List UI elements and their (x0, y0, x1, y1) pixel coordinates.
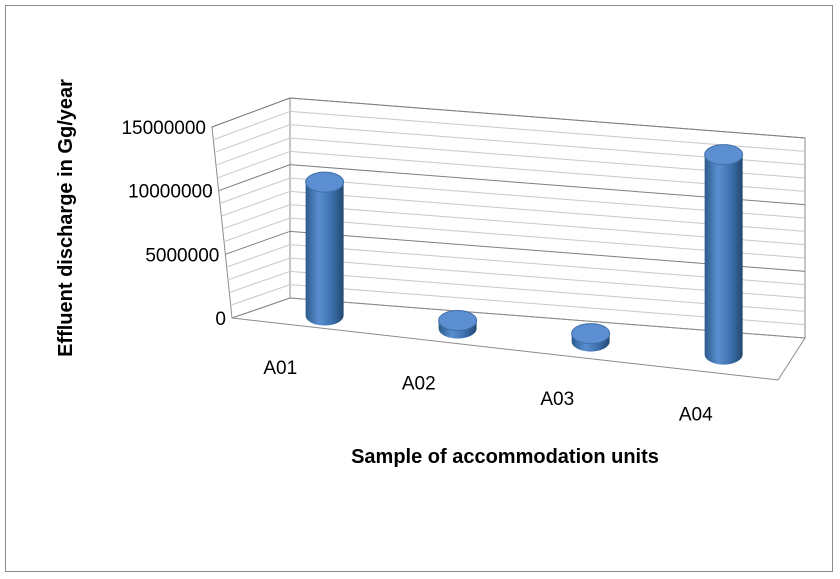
minor-gridline (219, 177, 806, 219)
major-gridline (211, 97, 806, 139)
bar-top (704, 144, 744, 166)
minor-gridline (214, 124, 806, 166)
minor-gridline (223, 217, 806, 259)
bars (305, 144, 744, 365)
bar-a03 (571, 323, 611, 352)
bar-body (704, 154, 743, 365)
minor-gridline (217, 150, 806, 192)
major-gridline (218, 164, 806, 206)
minor-gridline (227, 257, 806, 299)
minor-gridline (222, 204, 806, 246)
minor-gridline (229, 270, 806, 312)
chart-frame (5, 5, 833, 572)
x-category-labels: A01 A02 A03 A04 (263, 358, 713, 426)
y-axis-title: Effluent discharge in Gg/year (55, 79, 77, 357)
y-tick-label: 5000000 (145, 245, 219, 266)
minor-gridline (215, 137, 806, 179)
y-tick-label: 15000000 (121, 118, 206, 139)
y-tick-label: 0 (215, 309, 226, 330)
bar-top (305, 171, 345, 193)
y-tick-labels: 0 5000000 10000000 15000000 (121, 118, 226, 330)
x-category-label: A03 (540, 389, 574, 410)
x-axis-title: Sample of accommodation units (351, 446, 659, 468)
gridlines (211, 97, 806, 326)
x-category-label: A02 (402, 373, 436, 394)
y-tick-label: 10000000 (128, 182, 213, 203)
bar-a01 (305, 171, 345, 326)
bar-top (438, 310, 478, 332)
minor-gridline (226, 244, 806, 286)
bar-a02 (438, 310, 478, 339)
floor (231, 297, 806, 381)
minor-gridline (230, 284, 806, 326)
x-category-label: A04 (679, 404, 713, 425)
bar-top (571, 323, 611, 345)
bar-body (305, 182, 344, 326)
x-category-label: A01 (263, 358, 297, 379)
major-gridline (225, 230, 806, 272)
minor-gridline (213, 110, 806, 152)
minor-gridline (221, 190, 806, 232)
bar-a04 (704, 144, 744, 365)
